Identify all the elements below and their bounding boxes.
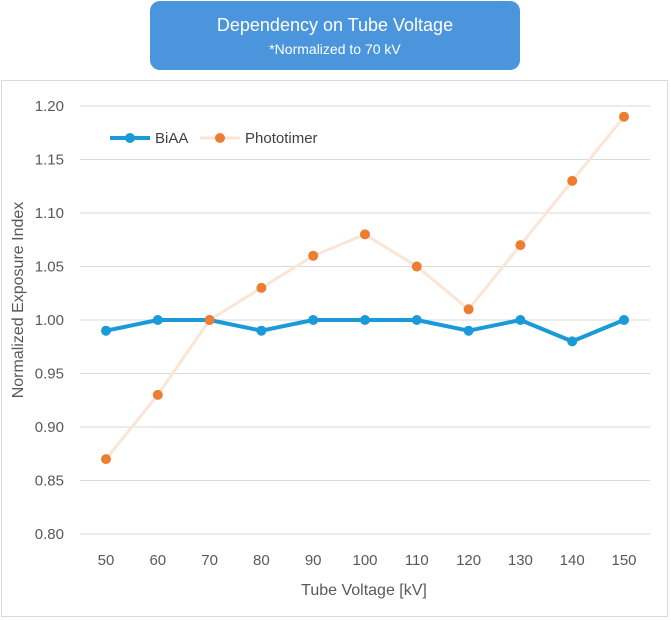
data-point-phototimer bbox=[360, 229, 370, 240]
y-axis-title: Normalized Exposure Index bbox=[10, 202, 27, 399]
data-point-phototimer bbox=[256, 282, 267, 293]
chart-title-box: Dependency on Tube Voltage *Normalized t… bbox=[150, 1, 520, 70]
data-point-biaa bbox=[308, 315, 319, 325]
x-tick-label: 70 bbox=[201, 552, 218, 569]
y-tick-label: 1.00 bbox=[35, 312, 64, 329]
x-tick-label: 120 bbox=[456, 552, 481, 569]
data-point-biaa bbox=[360, 315, 370, 325]
data-point-phototimer bbox=[463, 304, 474, 315]
legend-label-biaa: BiAA bbox=[155, 130, 188, 147]
x-tick-label: 60 bbox=[149, 552, 166, 569]
legend-label-phototimer: Phototimer bbox=[245, 130, 318, 147]
data-point-biaa bbox=[101, 325, 111, 336]
data-point-phototimer bbox=[152, 389, 163, 400]
data-point-phototimer bbox=[204, 315, 215, 325]
x-tick-label: 110 bbox=[405, 552, 429, 569]
data-point-biaa bbox=[619, 315, 629, 325]
chart-title: Dependency on Tube Voltage bbox=[216, 15, 454, 35]
x-tick-label: 80 bbox=[253, 552, 270, 569]
data-point-biaa bbox=[411, 315, 422, 325]
y-tick-label: 1.05 bbox=[35, 259, 64, 276]
y-tick-label: 0.80 bbox=[35, 526, 64, 543]
y-tick-label: 1.10 bbox=[35, 205, 64, 222]
data-point-biaa bbox=[567, 336, 578, 347]
x-tick-label: 130 bbox=[508, 552, 533, 569]
data-point-biaa bbox=[256, 325, 267, 336]
x-tick-label: 150 bbox=[611, 552, 636, 569]
y-tick-label: 1.20 bbox=[35, 98, 64, 115]
data-point-phototimer bbox=[567, 175, 578, 186]
data-point-phototimer bbox=[619, 111, 629, 122]
x-tick-label: 140 bbox=[560, 552, 585, 569]
data-point-phototimer bbox=[101, 454, 111, 465]
data-point-biaa bbox=[515, 315, 526, 325]
x-tick-label: 100 bbox=[352, 552, 377, 569]
data-point-phototimer bbox=[308, 250, 319, 261]
y-tick-label: 1.15 bbox=[35, 152, 64, 169]
data-point-biaa bbox=[152, 315, 163, 325]
x-tick-label: 90 bbox=[305, 552, 322, 569]
x-tick-label: 50 bbox=[98, 552, 115, 569]
y-tick-label: 0.95 bbox=[35, 366, 64, 383]
legend-marker-phototimer bbox=[215, 133, 225, 143]
data-point-biaa bbox=[463, 325, 474, 336]
series-line-phototimer bbox=[104, 115, 626, 461]
legend-marker-biaa bbox=[125, 133, 135, 143]
data-point-phototimer bbox=[411, 261, 422, 272]
y-tick-label: 0.85 bbox=[35, 473, 64, 490]
chart-area bbox=[1, 80, 668, 617]
chart-subtitle: *Normalized to 70 kV bbox=[269, 41, 401, 57]
data-point-phototimer bbox=[515, 240, 526, 251]
x-axis-title: Tube Voltage [kV] bbox=[301, 582, 427, 599]
y-tick-label: 0.90 bbox=[35, 419, 64, 436]
